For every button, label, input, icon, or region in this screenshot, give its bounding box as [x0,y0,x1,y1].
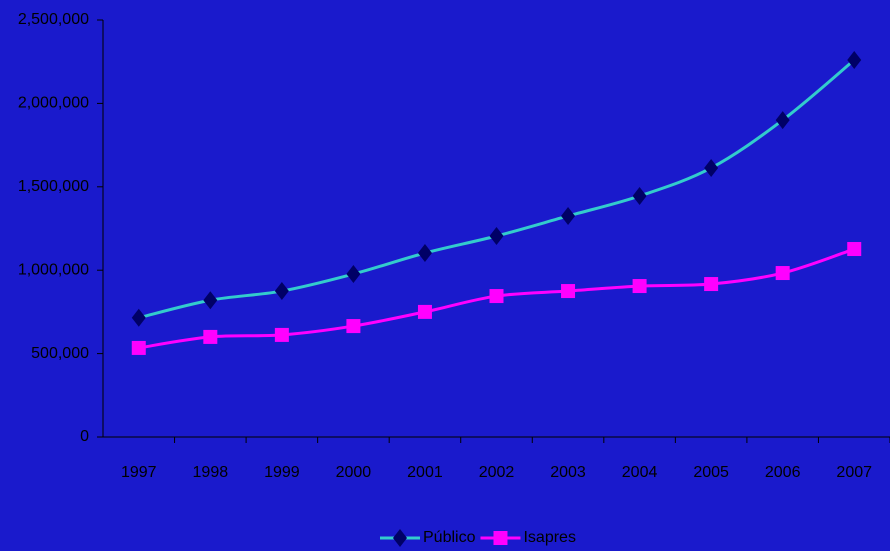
marker [704,158,719,177]
marker [274,282,289,301]
legend-label: Isapres [523,529,575,546]
x-tick-label: 2004 [622,464,658,481]
y-tick-label: 500,000 [31,345,89,362]
marker [131,340,146,355]
marker [489,289,504,304]
x-tick-label: 2003 [550,464,586,481]
x-tick-label: 2001 [407,464,443,481]
marker [346,319,361,334]
marker [847,51,862,70]
legend-label: Público [423,529,476,546]
y-tick-label: 0 [80,428,89,445]
x-tick-label: 1998 [193,464,229,481]
marker [704,277,719,292]
marker [493,531,508,545]
y-tick-label: 2,500,000 [18,11,89,28]
marker [775,111,790,130]
x-tick-label: 2007 [836,464,872,481]
x-tick-label: 2006 [765,464,801,481]
x-tick-label: 1999 [264,464,300,481]
marker [346,265,361,284]
y-tick-label: 2,000,000 [18,95,89,112]
x-tick-label: 2002 [479,464,515,481]
marker [417,304,432,319]
marker [632,279,647,294]
x-tick-label: 2005 [693,464,729,481]
x-tick-label: 1997 [121,464,157,481]
marker [775,266,790,281]
marker [203,329,218,344]
marker [393,529,407,547]
marker [561,284,576,299]
marker [489,227,504,246]
marker [131,308,146,327]
marker [561,206,576,225]
y-tick-label: 1,000,000 [18,261,89,278]
marker [274,327,289,342]
marker [417,244,432,263]
y-tick-label: 1,500,000 [18,178,89,195]
marker [847,242,862,257]
marker [632,186,647,205]
x-tick-label: 2000 [336,464,372,481]
marker [203,291,218,310]
